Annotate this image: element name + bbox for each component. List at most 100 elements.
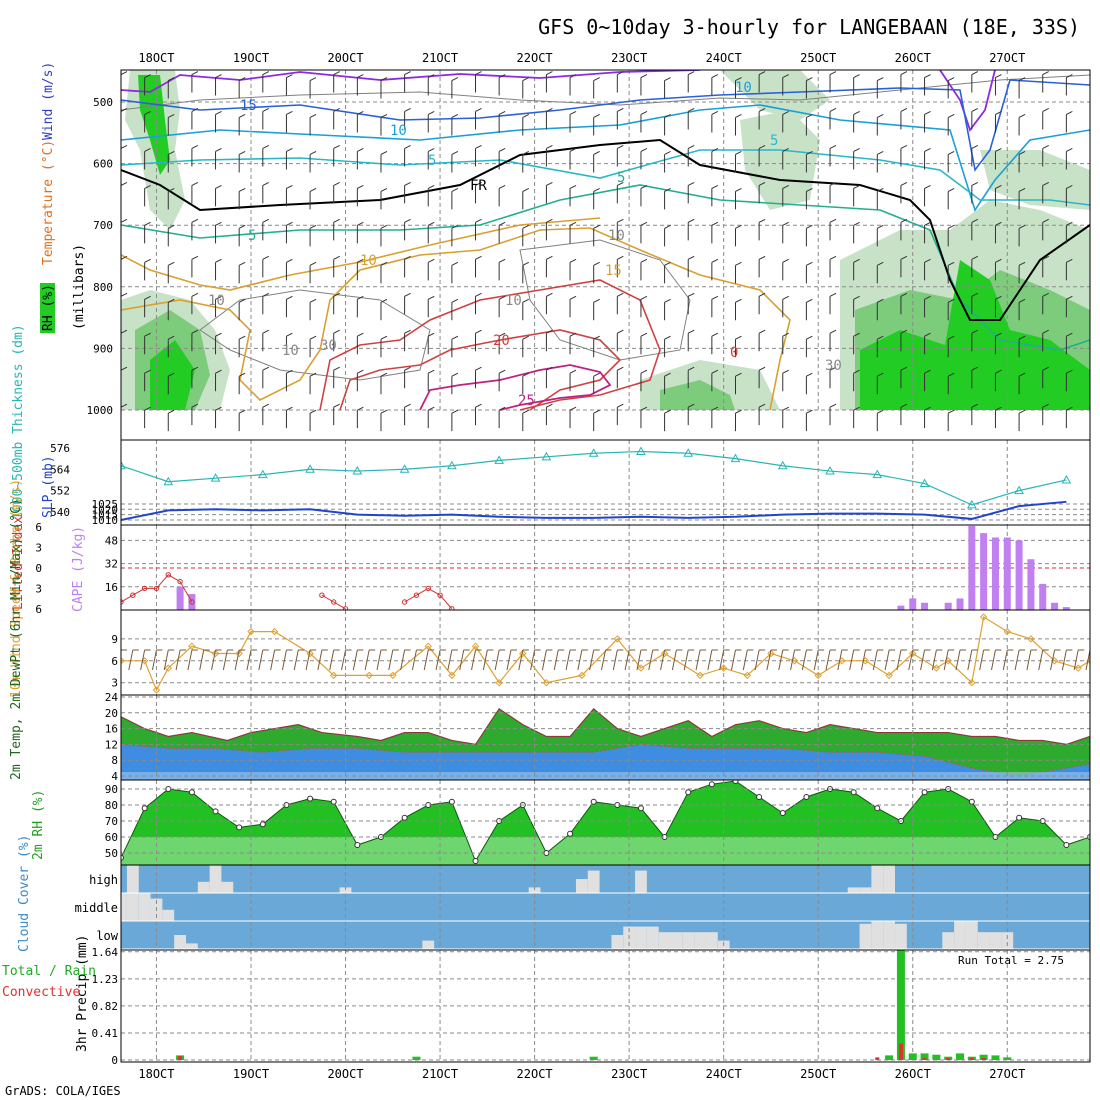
cloud-cover-bar xyxy=(422,940,435,949)
wind-barb-10m xyxy=(707,649,718,671)
wind-barb xyxy=(238,409,246,432)
wind-barb xyxy=(758,181,766,204)
cape-bar xyxy=(956,598,964,610)
wind-barb xyxy=(451,409,459,432)
wind-barb xyxy=(333,403,340,426)
cape-bar xyxy=(921,602,929,610)
wind-barb xyxy=(1089,338,1090,358)
wind-barb xyxy=(404,71,411,93)
wind-barb xyxy=(1089,264,1090,284)
wind-barb xyxy=(640,74,648,96)
wind-barb-10m xyxy=(1002,649,1014,671)
rh2m-point xyxy=(401,814,408,821)
wind-barb-10m xyxy=(931,649,943,671)
wind-barb xyxy=(1018,261,1026,284)
wind-barb-10m xyxy=(222,649,234,671)
contour-labels: 15 10 5 5 10 5 FR 5 10 15 20 0 25 10 10 30 10 30 10 xyxy=(208,80,842,409)
wind-barb-10m xyxy=(246,649,257,671)
wind-barb-10m xyxy=(1073,649,1085,671)
wind-barb xyxy=(1089,190,1090,210)
wind-barb xyxy=(805,187,813,210)
rh-shaded-area xyxy=(138,75,170,175)
wind-barb xyxy=(356,295,364,318)
wind-barb-10m xyxy=(683,649,695,671)
slp-tick-label: 1025 xyxy=(92,498,119,511)
wind-barb xyxy=(1089,116,1090,136)
wind-barb xyxy=(711,406,719,429)
cape-bar xyxy=(1015,540,1023,610)
rh2m-point xyxy=(1016,814,1023,821)
wind-barb xyxy=(782,184,789,207)
cloud-cover-panel: high middle low Cloud Cover (%) xyxy=(17,835,1091,952)
cloud-cover-bar xyxy=(611,935,624,949)
thickness-marker xyxy=(399,464,410,473)
wind-barb xyxy=(1018,150,1026,173)
wind-barb xyxy=(1042,144,1049,167)
wind-barb xyxy=(356,111,364,133)
wind-barb xyxy=(333,71,340,93)
contour-label: 10 xyxy=(735,80,752,96)
wind-barb xyxy=(1065,258,1073,281)
wind-tick-label: 3 xyxy=(111,677,118,690)
precip-convective-bar xyxy=(178,1056,183,1060)
precip-convective-bar xyxy=(946,1058,951,1060)
wind-barb xyxy=(1065,74,1073,96)
wind-barb xyxy=(900,218,908,241)
wind-barb-10m xyxy=(1085,649,1090,671)
wind-barb-10m xyxy=(187,649,198,671)
wind-speed-marker xyxy=(814,671,822,680)
wind-barb xyxy=(545,255,553,278)
thickness-marker xyxy=(1014,485,1024,495)
wind-barb xyxy=(971,255,979,278)
rh2m-point xyxy=(685,789,692,796)
cloud-cover-bar xyxy=(895,923,907,949)
wind-barb xyxy=(380,298,388,321)
wind-barb-10m xyxy=(589,649,600,671)
bottom-date-label: 25OCT xyxy=(800,1067,836,1081)
wind-barb xyxy=(900,292,908,315)
wind-barb xyxy=(734,224,742,247)
wind-barb-10m xyxy=(305,649,317,671)
wind-barb xyxy=(427,369,435,392)
precip-bars xyxy=(176,950,1012,1060)
wind-barb xyxy=(569,406,577,429)
thickness-marker xyxy=(352,466,363,475)
slp-tick-label: 1015 xyxy=(92,509,119,522)
wind-barb xyxy=(475,144,482,167)
contour-label: 5 xyxy=(428,153,436,169)
rh2m-point xyxy=(732,780,739,784)
top-date-label: 20OCT xyxy=(327,51,363,65)
wind-barb xyxy=(380,335,388,358)
wind-barb xyxy=(1042,181,1049,204)
wind-barb-10m xyxy=(636,649,647,671)
wind-barb xyxy=(309,372,317,395)
wind-barb xyxy=(404,255,411,278)
wind-barb xyxy=(215,369,222,392)
wind-barb xyxy=(687,108,695,130)
wind-barb xyxy=(309,335,317,358)
rh2m-point xyxy=(212,808,219,815)
thickness-marker xyxy=(541,451,552,461)
wind-barb xyxy=(475,255,482,278)
wind-barb xyxy=(427,295,435,318)
wind-barb xyxy=(498,184,506,207)
wind-barb xyxy=(333,255,340,278)
bottom-date-axis: 18OCT 19OCT 20OCT 21OCT 22OCT 23OCT 24OCT 25OCT… xyxy=(138,1067,1025,1081)
cross-section-grid xyxy=(121,70,1090,411)
wind-barb xyxy=(475,329,482,352)
wind-barb xyxy=(947,150,955,173)
wind-barb xyxy=(876,150,884,173)
cloud-cover-bar xyxy=(197,881,210,893)
wind-barb-10m xyxy=(281,649,293,671)
bottom-date-label: 23OCT xyxy=(611,1067,647,1081)
wind-barb xyxy=(711,258,719,281)
chart-title: GFS 0~10day 3-hourly for LANGEBAAN (18E,… xyxy=(538,15,1080,39)
wind-barb xyxy=(734,298,742,321)
wind-barb xyxy=(191,218,199,241)
rh2m-fill xyxy=(121,780,1090,865)
temp2m-grid xyxy=(121,695,1090,780)
contour-line xyxy=(121,70,701,93)
wind-barb xyxy=(805,298,813,321)
wind-barb xyxy=(545,329,553,352)
